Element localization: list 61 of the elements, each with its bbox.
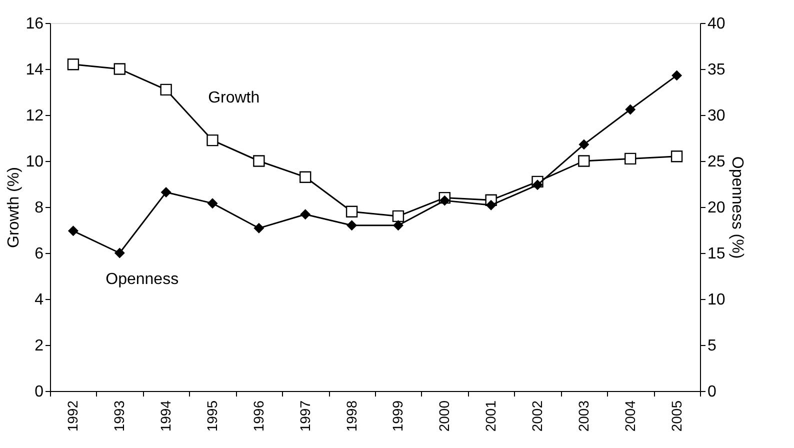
x-tick-label: 2002 <box>529 400 545 432</box>
point <box>207 198 218 209</box>
point <box>253 155 265 167</box>
y2-tick-label: 0 <box>708 384 716 400</box>
point <box>578 155 590 167</box>
x-tick-label: 1993 <box>111 400 128 432</box>
point <box>300 209 311 220</box>
x-tick-label: 2003 <box>575 400 592 432</box>
y-tick-label: 8 <box>34 200 44 216</box>
point <box>254 222 264 234</box>
point <box>532 180 543 190</box>
point <box>160 84 172 96</box>
x-tick-label: 1996 <box>250 400 266 432</box>
point <box>392 210 404 222</box>
y2-tick-label: 40 <box>708 16 726 32</box>
point <box>392 220 404 231</box>
y2-axis-title: Openness (%) <box>728 156 746 259</box>
x-tick-label: 2000 <box>436 400 452 432</box>
x-tick-label: 2001 <box>482 400 499 432</box>
y2-tick-label: 10 <box>708 292 726 308</box>
y2-tick-label: 5 <box>708 338 716 354</box>
y-tick-label: 14 <box>26 62 44 78</box>
y-tick-label: 4 <box>34 292 44 308</box>
y-tick-label: 10 <box>26 154 44 170</box>
point <box>672 70 682 81</box>
y-tick-label: 6 <box>34 246 44 262</box>
series-label: Openness <box>106 271 179 288</box>
x-tick-label: 1992 <box>64 400 81 432</box>
point <box>68 226 78 236</box>
point <box>346 220 358 231</box>
y-tick-label: 16 <box>26 16 44 32</box>
point <box>67 58 80 70</box>
point <box>439 195 450 206</box>
x-tick-label: 1994 <box>158 400 174 432</box>
point <box>346 206 358 218</box>
x-tick-label: 1998 <box>343 400 360 432</box>
x-tick-label: 1999 <box>390 400 406 432</box>
series-label: Growth <box>208 90 260 107</box>
y-tick-label: 12 <box>26 108 44 124</box>
y2-tick-label: 35 <box>708 62 726 78</box>
point <box>114 63 126 75</box>
y2-tick-label: 20 <box>708 200 726 216</box>
point <box>114 248 125 258</box>
point <box>625 104 636 115</box>
point <box>670 150 683 162</box>
y2-tick-label: 15 <box>708 246 726 262</box>
x-tick-label: 1995 <box>204 400 220 432</box>
x-tick-label: 2005 <box>668 400 684 432</box>
point <box>624 152 636 165</box>
y-axis-title: Growth (%) <box>6 167 23 248</box>
x-tick-label: 1997 <box>296 400 313 432</box>
y2-tick-label: 30 <box>708 108 726 124</box>
y-tick-label: 0 <box>34 384 44 400</box>
point <box>160 187 172 198</box>
y-tick-label: 2 <box>34 338 44 354</box>
point <box>486 200 496 210</box>
x-tick-label: 2004 <box>622 400 638 432</box>
point <box>300 171 312 183</box>
y2-tick-label: 25 <box>708 154 726 170</box>
point <box>578 139 590 150</box>
point <box>206 134 218 146</box>
